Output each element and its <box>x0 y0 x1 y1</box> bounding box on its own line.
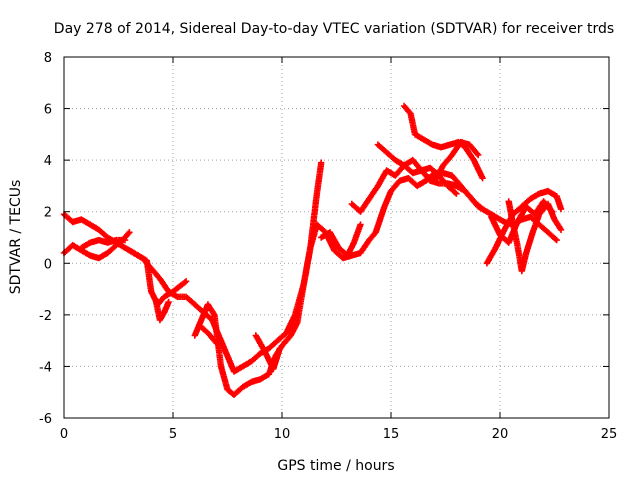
x-tick-label: 10 <box>274 427 291 442</box>
series-track-f <box>191 159 325 398</box>
marker-trace <box>374 141 460 197</box>
chart-title: Day 278 of 2014, Sidereal Day-to-day VTE… <box>54 21 614 37</box>
data-marks <box>60 102 565 398</box>
axis-ticks: 0 5 10 15 20 25 -6 -4 -2 0 2 4 6 8 <box>39 51 617 442</box>
series-track-e <box>152 296 172 324</box>
x-tick-label: 20 <box>492 427 509 442</box>
marker-trace <box>196 322 220 347</box>
marker-trace <box>152 296 172 324</box>
grid-lines <box>64 57 609 418</box>
x-axis-label: GPS time / hours <box>277 458 394 474</box>
y-tick-label: -6 <box>39 412 52 427</box>
series-track-p <box>488 198 556 246</box>
y-tick-label: 6 <box>44 103 52 118</box>
y-tick-label: 8 <box>44 51 52 66</box>
marker-trace <box>126 247 190 308</box>
series-track-i <box>318 221 364 259</box>
series-track-d <box>126 247 190 308</box>
x-tick-label: 25 <box>601 427 618 442</box>
plot-frame <box>63 56 610 419</box>
marker-trace <box>252 332 283 373</box>
y-axis-label: SDTVAR / TECUs <box>8 180 24 295</box>
x-tick-label: 5 <box>169 427 177 442</box>
y-tick-label: 0 <box>44 257 52 272</box>
marker-trace <box>191 159 325 398</box>
series-track-m <box>422 138 482 184</box>
series-track-g <box>196 322 220 347</box>
series-track-k <box>374 141 460 197</box>
y-tick-label: 2 <box>44 206 52 221</box>
y-tick-label: 4 <box>44 154 52 169</box>
marker-trace <box>422 138 482 184</box>
marker-trace <box>318 221 364 259</box>
y-tick-label: -4 <box>39 360 52 375</box>
marker-trace <box>78 236 129 251</box>
series-track-h <box>252 332 283 373</box>
x-tick-label: 0 <box>60 427 68 442</box>
series-track-c <box>78 236 129 251</box>
x-tick-label: 15 <box>383 427 400 442</box>
y-tick-label: -2 <box>39 309 52 324</box>
marker-trace <box>488 198 556 246</box>
